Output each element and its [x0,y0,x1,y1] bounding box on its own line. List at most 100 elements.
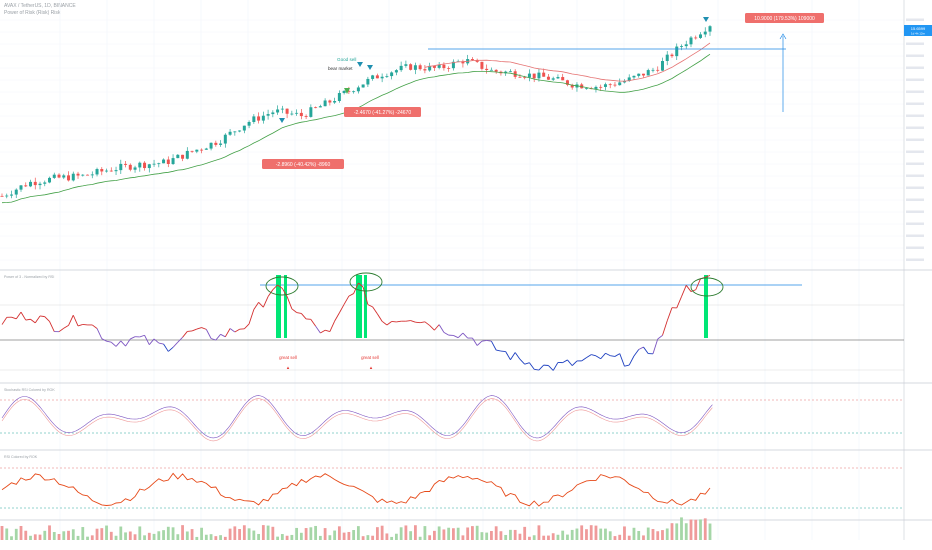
rsi-line-segment [44,316,50,322]
measure-box-2[interactable]: -2.4670 (-41.27%) -24670 [344,107,421,117]
price-candle [561,77,565,81]
price-candle [613,84,617,86]
rsi-pane[interactable]: ▴ ▴ [0,272,904,371]
rsi-line-segment [633,349,640,357]
price-candle [309,107,313,117]
volume-bar [437,526,441,540]
rsi-line-segment [377,313,383,322]
price-candle [665,54,669,62]
rsi-line-segment [220,333,226,338]
volume-pane[interactable] [0,517,712,540]
volume-bar [366,535,370,540]
rsi-line-segment [381,320,388,326]
price-candle [518,76,522,78]
price-axis-tick [906,198,924,201]
volume-bar [542,535,546,540]
price-candle [703,31,707,35]
rsi-line-segment [666,307,673,321]
rsi-line-segment [329,320,336,332]
signal-bar [356,275,362,338]
rsi-line-segment [605,352,611,357]
price-candle [299,112,303,117]
price-candle [537,72,541,79]
rsi-line-segment [210,338,216,341]
price-candle [603,84,607,87]
price-candle [675,46,679,57]
volume-bar [295,527,299,540]
rsi-line-segment [125,338,131,347]
volume-bar [423,526,427,540]
volume-bar [133,534,137,540]
measure-box-1[interactable]: -2.8960 (-40.42%) -8960 [262,159,344,169]
price-candle [504,71,508,74]
volume-bar [656,531,660,540]
rsi-line-segment [115,340,122,347]
price-pane[interactable] [0,17,787,204]
volume-bar [280,534,284,540]
volume-bar [67,530,70,540]
price-candle [347,90,351,92]
volume-bar [670,523,674,540]
price-candle [594,86,598,89]
volume-bar [176,534,180,540]
rsi-line-segment [15,311,22,320]
rsi-line-segment [491,340,497,351]
current-price-countdown: 1d 4h 12m [911,32,926,36]
rsi-line-segment [662,320,668,336]
rsi-line-segment [538,364,545,371]
volume-bar [404,525,408,540]
volume-bar [580,525,584,540]
rsi-line-segment [120,340,126,347]
rsi-line-segment [343,295,350,305]
volume-bar [618,534,622,540]
rsi-line-segment [362,287,369,305]
volume-bar [290,534,294,540]
price-candle [90,174,94,176]
volume-bar [371,535,375,540]
volume-bar [665,528,669,540]
volume-bar [513,529,517,540]
price-candle [33,181,37,186]
volume-bar [518,533,522,540]
rsi-line-segment [296,312,302,314]
rsi-line-segment [229,328,236,333]
price-candle [670,54,674,57]
measure-box-1-text: -2.8960 (-40.42%) -8960 [276,162,331,168]
rsi-line-segment [110,341,117,347]
rsi-line-segment [534,368,540,371]
price-candle [461,61,465,64]
price-axis-tick [906,90,924,93]
volume-bar [699,519,702,540]
volume-bar [147,532,151,540]
price-candle [390,72,394,77]
volume-bar [433,530,436,540]
price-candle [185,150,189,159]
volume-bar [252,530,256,540]
price-candle [200,149,204,151]
volume-bar [266,525,270,540]
rsi-line-segment [614,353,620,357]
volume-bar [642,535,645,540]
volume-bar [157,531,161,540]
rsi-line-segment [130,336,136,340]
measure-box-3[interactable]: 10.9000 (179.53%) 109000 [745,13,824,23]
current-price-tag[interactable]: 15.6599 1d 4h 12m [904,25,932,36]
rsi-line-segment [405,320,411,322]
signal-bar [364,275,367,338]
rsi-line-segment [77,324,83,327]
rsi-line-segment [619,353,625,367]
current-price-value: 15.6599 [911,26,926,31]
volume-bar [428,535,432,540]
volume-bar [661,530,664,540]
rsi-line-segment [20,311,27,321]
volume-bar [143,535,146,540]
rsi-line-segment [429,325,435,331]
stochastic-rsi-pane[interactable] [0,395,904,442]
rsi-line-segment [301,313,307,320]
rsi-colored-pane[interactable] [0,467,904,509]
volume-bar [380,525,384,540]
volume-bar [342,532,346,540]
great-sell-label-1: great sell [279,355,297,360]
